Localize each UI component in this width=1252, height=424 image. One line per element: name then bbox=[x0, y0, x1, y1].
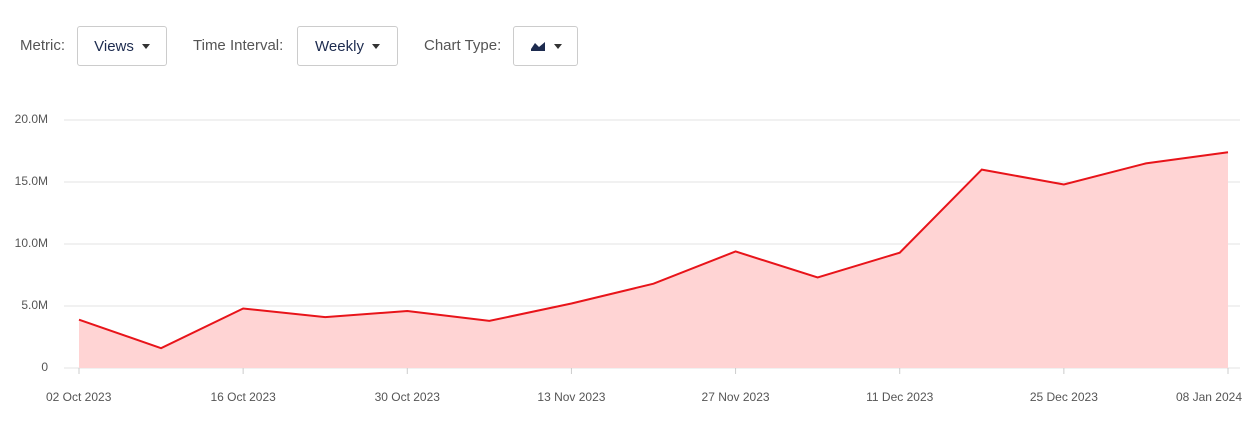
x-tick-label: 08 Jan 2024 bbox=[1176, 390, 1242, 404]
area bbox=[79, 152, 1228, 368]
x-tick-label: 25 Dec 2023 bbox=[1030, 390, 1098, 404]
x-tick-label: 30 Oct 2023 bbox=[375, 390, 441, 404]
caret bbox=[553, 43, 562, 49]
metric-value: Views bbox=[94, 37, 134, 55]
interval-dropdown[interactable]: Weekly bbox=[297, 26, 398, 66]
x-tick-label: 16 Oct 2023 bbox=[210, 390, 276, 404]
caret bbox=[141, 43, 150, 49]
chart-type-label: Chart Type: bbox=[424, 37, 502, 54]
line bbox=[78, 151, 1229, 350]
x-tick-label: 02 Oct 2023 bbox=[46, 390, 112, 404]
y-tick-label: 0 bbox=[41, 360, 48, 374]
metric-dropdown[interactable]: Views bbox=[77, 26, 167, 66]
x-tick-label: 27 Nov 2023 bbox=[702, 390, 770, 404]
x-tick-label: 13 Nov 2023 bbox=[537, 390, 605, 404]
y-tick-label: 15.0M bbox=[15, 174, 48, 188]
interval-label: Time Interval: bbox=[193, 37, 284, 54]
chart-type-dropdown[interactable] bbox=[513, 26, 578, 66]
y-tick-label: 10.0M bbox=[15, 236, 48, 250]
caret bbox=[371, 43, 380, 49]
y-tick-label: 5.0M bbox=[21, 298, 48, 312]
area-icon bbox=[530, 42, 545, 51]
interval-value: Weekly bbox=[315, 37, 364, 55]
x-tick-label: 11 Dec 2023 bbox=[866, 390, 933, 404]
y-tick-label: 20.0M bbox=[15, 112, 48, 126]
metric-label: Metric: bbox=[20, 37, 65, 54]
